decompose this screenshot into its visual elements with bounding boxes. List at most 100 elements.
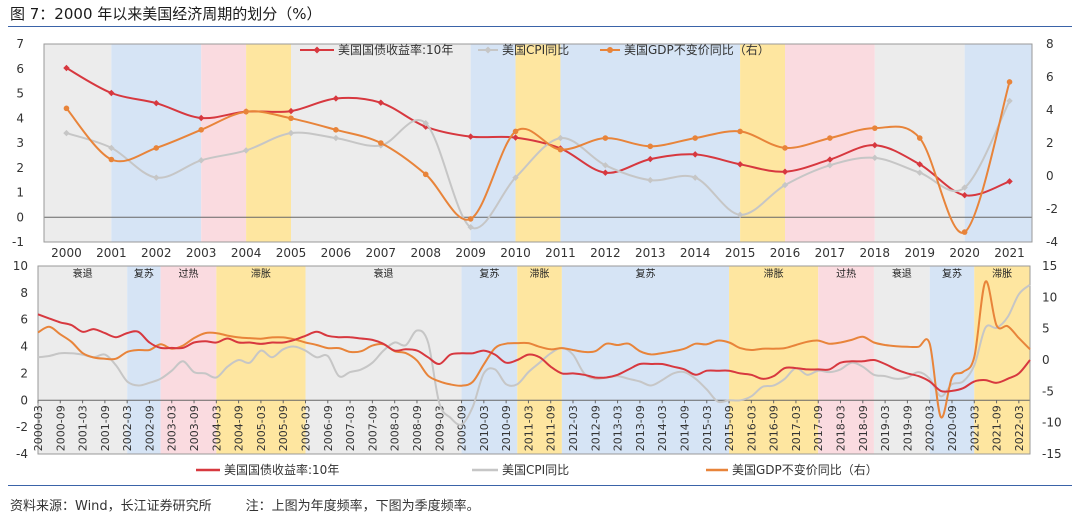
bottom-x-tick-label: 2012-09 xyxy=(589,405,602,451)
bottom-x-tick-label: 2016-09 xyxy=(768,405,781,451)
top-left-tick-label: 0 xyxy=(16,210,24,224)
top-point-gdp xyxy=(198,127,204,133)
top-point-cpi xyxy=(512,174,519,181)
top-point-gdp xyxy=(63,105,70,112)
bottom-right-tick-label: 0 xyxy=(1042,353,1050,367)
top-plot-frame xyxy=(43,43,1033,243)
top-point-cpi xyxy=(422,120,429,127)
top-point-cpi xyxy=(736,211,744,218)
top-right-tick-label: -2 xyxy=(1046,202,1058,216)
top-point-treasury xyxy=(108,89,115,97)
top-x-tick-label: 2005 xyxy=(276,246,307,260)
top-point-treasury xyxy=(197,114,205,122)
top-point-cpi xyxy=(108,144,115,152)
bottom-phase-label: 滞胀 xyxy=(764,268,784,280)
top-point-cpi xyxy=(242,147,250,154)
top-phase-band-overheat xyxy=(201,44,247,242)
top-point-cpi xyxy=(691,174,699,181)
top-point-treasury xyxy=(781,168,789,175)
bottom-x-tick-label: 2021-09 xyxy=(991,405,1004,451)
frequency-note: 注：上图为年度频率，下图为季度频率。 xyxy=(245,499,480,514)
bottom-phase-band-recovery xyxy=(561,266,730,454)
bottom-x-tick-label: 2006-03 xyxy=(300,405,313,451)
bottom-x-tick-label: 2013-09 xyxy=(634,405,647,451)
top-point-cpi xyxy=(916,169,923,176)
top-legend-marker-gdp xyxy=(607,47,613,53)
top-legend-label-treasury: 美国国债收益率:10年 xyxy=(338,42,453,57)
top-point-cpi xyxy=(467,223,474,231)
top-point-gdp xyxy=(872,125,878,131)
top-point-gdp xyxy=(1006,79,1013,85)
bottom-phase-band-recovery xyxy=(929,266,975,454)
top-point-gdp xyxy=(647,143,654,150)
bottom-phase-label: 复苏 xyxy=(942,267,962,280)
top-left-tick-label: 2 xyxy=(16,161,24,175)
top-right-tick-label: 2 xyxy=(1046,136,1054,150)
bottom-phase-label: 滞胀 xyxy=(530,268,550,280)
top-x-tick-label: 2018 xyxy=(860,246,891,260)
bottom-phase-band-stagflation xyxy=(517,266,562,454)
bottom-phase-band-stagflation xyxy=(974,266,1030,454)
bottom-phase-label: 滞胀 xyxy=(251,268,271,280)
bottom-x-tick-label: 2015-09 xyxy=(723,405,736,451)
top-point-gdp xyxy=(827,135,833,141)
top-point-cpi xyxy=(287,129,295,137)
top-point-gdp xyxy=(243,108,249,115)
top-x-tick-label: 2021 xyxy=(994,246,1025,260)
bottom-phase-band-overheat xyxy=(160,266,217,454)
top-point-treasury xyxy=(1006,178,1013,185)
top-phase-band-recession xyxy=(874,44,965,242)
top-point-cpi xyxy=(153,174,160,181)
top-x-tick-label: 2008 xyxy=(410,246,441,260)
top-series-line-cpi xyxy=(66,100,1011,230)
bottom-phase-band-stagflation xyxy=(729,266,819,454)
top-point-gdp xyxy=(422,171,429,178)
top-point-cpi xyxy=(332,134,340,142)
top-series-line-treasury xyxy=(66,67,1010,197)
bottom-x-tick-label: 2020-03 xyxy=(924,405,937,451)
bottom-left-tick-label: 2 xyxy=(20,366,28,380)
top-point-cpi xyxy=(826,162,834,169)
top-point-gdp xyxy=(602,135,609,141)
bottom-x-tick-label: 2020-09 xyxy=(946,405,959,451)
top-x-tick-label: 2004 xyxy=(231,246,262,260)
title-rule xyxy=(8,26,1072,27)
bottom-x-tick-label: 2006-09 xyxy=(322,405,335,451)
bottom-x-tick-label: 2017-03 xyxy=(790,405,803,451)
top-point-gdp xyxy=(557,146,564,153)
figure-title: 图 7：2000 年以来美国经济周期的划分（%） xyxy=(10,5,322,23)
top-phase-band-recovery xyxy=(111,44,202,242)
top-point-cpi xyxy=(197,157,205,164)
bottom-right-tick-label: -15 xyxy=(1042,447,1062,461)
bottom-left-tick-label: -4 xyxy=(16,447,28,461)
bottom-legend-label-treasury: 美国国债收益率:10年 xyxy=(224,462,339,477)
top-x-tick-label: 2000 xyxy=(51,246,82,260)
source-note: 资料来源：Wind，长江证券研究所 xyxy=(10,499,212,514)
bottom-legend-label-gdp: 美国GDP不变价同比（右） xyxy=(732,462,878,477)
top-right-tick-label: 6 xyxy=(1046,70,1054,84)
bottom-x-tick-label: 2009-03 xyxy=(433,405,446,451)
top-x-tick-label: 2017 xyxy=(815,246,846,260)
top-x-tick-label: 2011 xyxy=(545,246,576,260)
top-point-gdp xyxy=(512,128,519,135)
top-x-tick-label: 2001 xyxy=(96,246,127,260)
bottom-x-tick-label: 2003-03 xyxy=(166,405,179,451)
top-phase-band-overheat xyxy=(785,44,875,242)
bottom-x-tick-label: 2012-03 xyxy=(567,405,580,451)
top-phase-band-stagflation xyxy=(515,44,561,242)
bottom-phase-band-overheat xyxy=(818,266,874,454)
top-phase-band-stagflation xyxy=(740,44,785,242)
bottom-x-tick-label: 2008-03 xyxy=(389,405,402,451)
bottom-x-tick-label: 2002-03 xyxy=(121,405,134,451)
bottom-phase-label: 衰退 xyxy=(73,267,93,280)
top-legend-marker-treasury xyxy=(313,46,321,54)
top-point-treasury xyxy=(826,156,834,163)
bottom-x-tick-label: 2022-03 xyxy=(1013,405,1026,451)
bottom-x-tick-label: 2014-03 xyxy=(656,405,669,451)
bottom-left-tick-label: 6 xyxy=(20,313,28,327)
footer-rule xyxy=(8,485,1072,486)
bottom-phase-label: 复苏 xyxy=(134,267,154,280)
bottom-x-tick-label: 2004-03 xyxy=(210,405,223,451)
bottom-left-tick-label: 0 xyxy=(20,393,28,407)
